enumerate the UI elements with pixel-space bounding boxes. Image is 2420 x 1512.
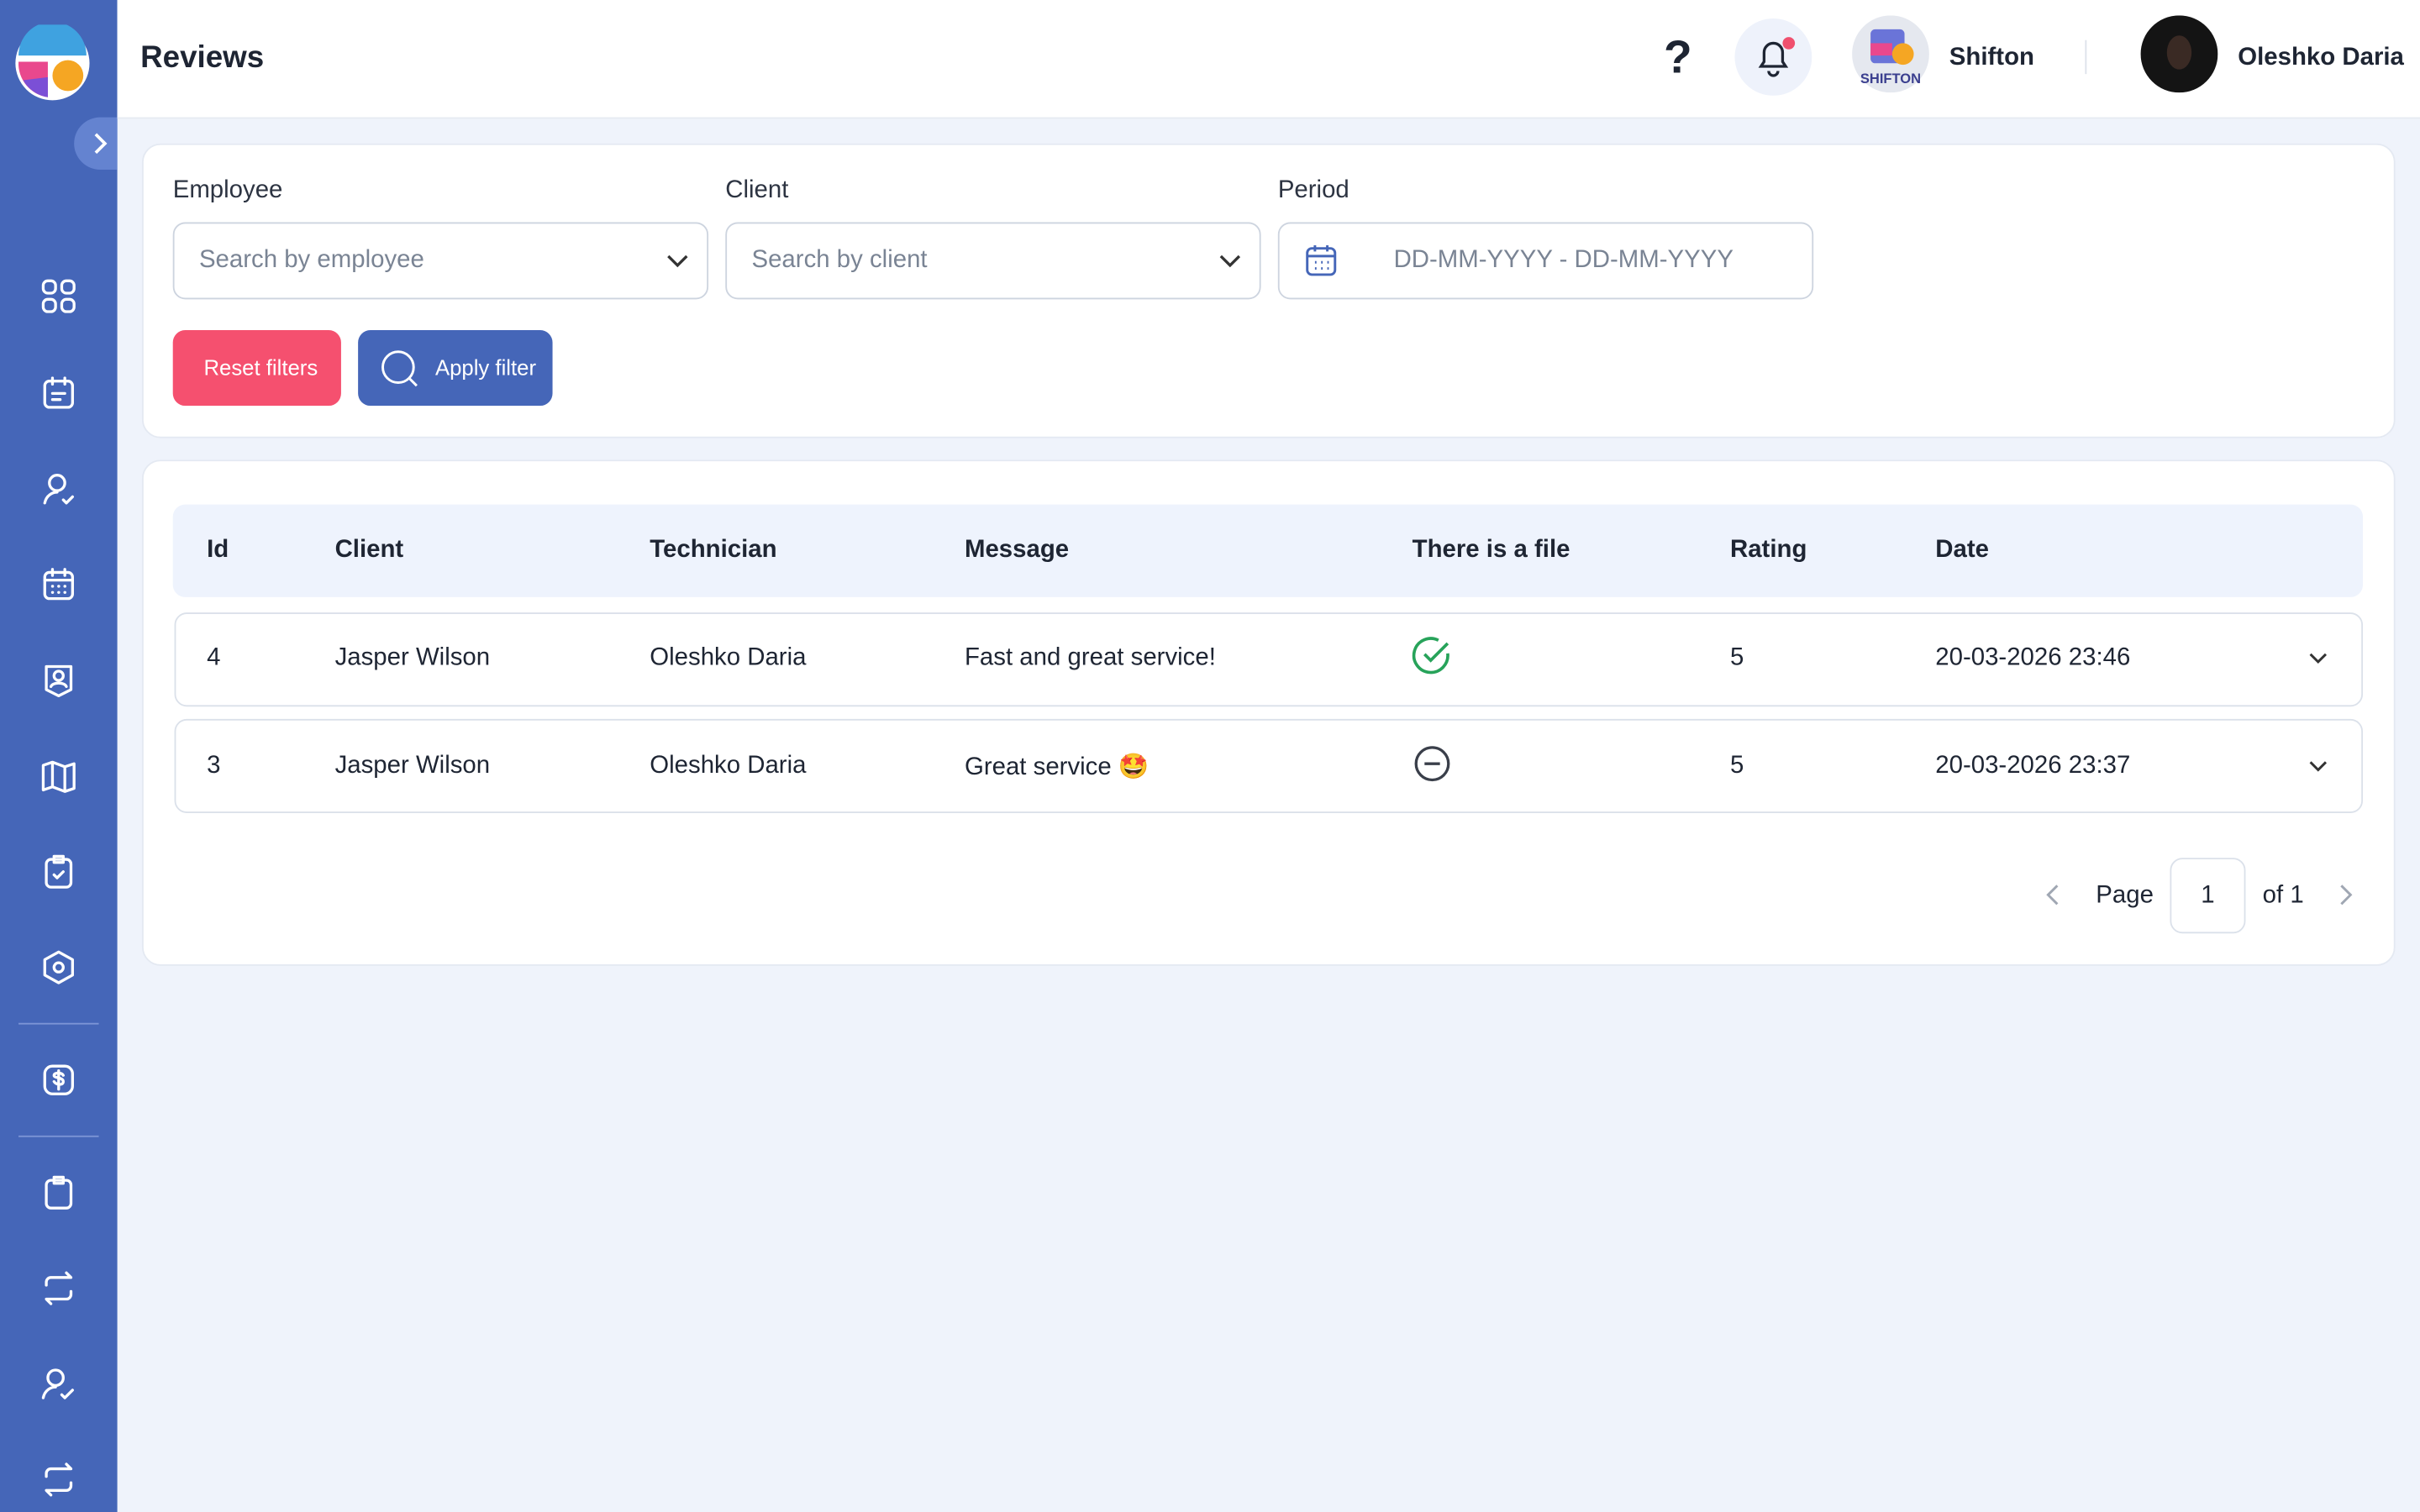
filter-label: Employee (172, 177, 283, 204)
cell: 5 (1729, 753, 1744, 780)
column-header: There is a file (1412, 537, 1570, 564)
column-header: Date (1935, 537, 1989, 564)
divider (18, 1135, 99, 1137)
nav-tasks[interactable] (40, 853, 77, 890)
nav-settings[interactable] (40, 949, 77, 986)
logo[interactable] (14, 24, 92, 102)
svg-text:SHIFTON: SHIFTON (1860, 71, 1921, 87)
nav-approvals[interactable] (40, 1366, 77, 1403)
prev-page[interactable] (2040, 883, 2065, 907)
placeholder: Search by employee (198, 246, 424, 274)
page-count: of 1 (2262, 882, 2304, 909)
filter-label: Client (725, 177, 789, 204)
table-row[interactable] (174, 718, 2364, 813)
nav-schedule[interactable] (40, 375, 77, 412)
cell: 4 (207, 644, 221, 671)
cell: Jasper Wilson (334, 644, 491, 671)
cell: 20-03-2026 23:37 (1935, 753, 2131, 780)
nav-employees[interactable] (40, 470, 77, 507)
nav-calendar[interactable] (40, 566, 77, 603)
divider (18, 1022, 99, 1025)
user-name[interactable]: Oleshko Daria (2238, 45, 2404, 71)
cell: Oleshko Daria (650, 753, 807, 780)
column-header: Id (207, 537, 229, 564)
cell: 3 (207, 753, 221, 780)
period-picker[interactable]: DD-MM-YYYY - DD-MM-YYYY (1277, 222, 1814, 300)
cell: 20-03-2026 23:46 (1935, 644, 2131, 671)
placeholder: DD-MM-YYYY - DD-MM-YYYY (1393, 246, 1733, 274)
placeholder: Search by client (751, 246, 928, 274)
table-row[interactable] (174, 612, 2364, 707)
page-label: Page (2096, 882, 2154, 909)
user-avatar[interactable] (2140, 15, 2218, 93)
column-header: Client (334, 537, 404, 564)
reset-button[interactable]: Reset filters (172, 330, 341, 407)
nav-badge[interactable] (40, 662, 77, 699)
client-select[interactable]: Search by client (725, 222, 1261, 300)
nav-dashboard[interactable] (40, 278, 77, 315)
cell: Great service 🤩 (964, 754, 1150, 781)
button-label: Apply filter (434, 354, 537, 380)
apply-button[interactable]: Apply filter (358, 330, 553, 407)
filter-label: Period (1277, 177, 1349, 204)
collapse-toggle[interactable] (74, 117, 118, 171)
expand-row[interactable] (2306, 647, 2330, 671)
nav-clipboard[interactable] (40, 1174, 77, 1211)
notifications-button[interactable] (1734, 18, 1812, 96)
cell: Oleshko Daria (650, 644, 807, 671)
table-header (172, 504, 2364, 597)
cell: Jasper Wilson (334, 753, 491, 780)
organization-avatar[interactable]: SHIFTON (1852, 15, 1929, 93)
column-header: Message (964, 537, 1070, 564)
divider (2085, 39, 2087, 75)
page-input[interactable]: 1 (2170, 858, 2246, 934)
column-header: Rating (1729, 537, 1807, 564)
next-page[interactable] (2333, 883, 2358, 907)
nav-exchange[interactable] (40, 1270, 77, 1307)
help-button[interactable]: ? (1664, 32, 1692, 84)
cell: 5 (1729, 644, 1744, 671)
nav-map[interactable] (40, 758, 77, 795)
file-present-icon (1412, 637, 1449, 675)
organization-name[interactable]: Shifton (1949, 45, 2034, 71)
page-number: 1 (2201, 882, 2215, 909)
nav-swap[interactable] (40, 1461, 77, 1498)
page-title: Reviews (140, 40, 265, 76)
expand-row[interactable] (2306, 754, 2330, 779)
nav-payments[interactable] (40, 1062, 77, 1099)
button-label: Reset filters (203, 354, 318, 380)
column-header: Technician (650, 537, 777, 564)
employee-select[interactable]: Search by employee (172, 222, 709, 300)
no-file-icon (1414, 746, 1450, 782)
sidebar (0, 0, 118, 1512)
cell: Fast and great service! (964, 644, 1216, 671)
top-bar (117, 0, 2420, 119)
